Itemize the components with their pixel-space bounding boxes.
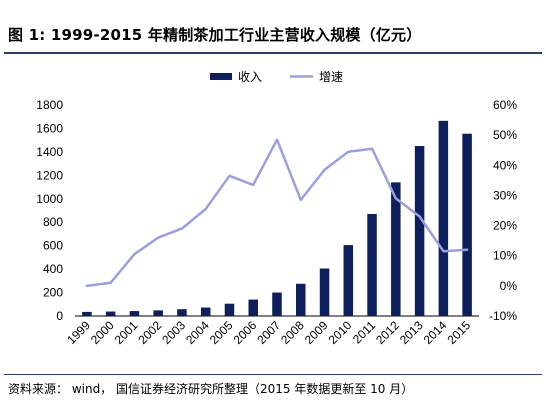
revenue-bar: [391, 182, 401, 316]
revenue-bar: [200, 307, 211, 316]
revenue-bar: [414, 146, 425, 316]
revenue-bar: [272, 292, 282, 316]
x-tick-label: 2000: [88, 318, 117, 347]
y-right-tick-label: 50%: [493, 128, 517, 142]
y-right-tick-label: 30%: [493, 188, 517, 202]
x-tick-labels: 1999200020012002200320042005200620072008…: [64, 318, 473, 347]
revenue-bar: [248, 299, 258, 316]
title-rule: [4, 52, 542, 54]
revenue-bar: [438, 120, 449, 316]
y-left-tick-label: 1800: [36, 98, 63, 112]
x-tick-label: 2006: [231, 318, 260, 347]
revenue-bar: [367, 214, 377, 316]
x-tick-label: 2003: [159, 318, 188, 347]
y-left-tick-label: 400: [43, 262, 63, 276]
source-note: 资料来源： wind， 国信证券经济研究所整理（2015 年数据更新至 10 月…: [8, 382, 414, 396]
y-right-tick-label: 60%: [493, 98, 517, 112]
x-tick-label: 1999: [64, 318, 93, 347]
revenue-bar: [462, 133, 472, 316]
revenue-growth-chart: 收入 增速 0 200 400 600 800 1000 1200 1400 1600 1800 -1…: [36, 70, 517, 347]
legend-label-revenue: 收入: [238, 70, 262, 84]
y-left-tick-label: 200: [43, 286, 63, 300]
y-left-tick-label: 1600: [36, 121, 63, 135]
y-left-tick-label: 0: [56, 309, 63, 323]
x-tick-label: 2008: [278, 318, 307, 347]
revenue-bars: [82, 120, 472, 316]
x-tick-label: 2011: [350, 318, 378, 346]
x-tick-label: 2015: [444, 318, 473, 347]
revenue-bar: [129, 311, 140, 316]
revenue-bar: [224, 303, 235, 316]
growth-line-layer: [85, 138, 469, 288]
x-tick-label: 2004: [183, 318, 212, 347]
legend-label-growth: 增速: [319, 70, 343, 84]
y-left-tick-label: 600: [43, 239, 63, 253]
x-tick-label: 2005: [207, 318, 236, 347]
revenue-bar: [343, 245, 354, 316]
y-left-tick-label: 1400: [36, 145, 63, 159]
legend-swatch-revenue: [210, 73, 232, 80]
y-right-tick-label: 20%: [493, 219, 517, 233]
axes: 0 200 400 600 800 1000 1200 1400 1600 1800 -10% 0% 1…: [36, 98, 517, 323]
revenue-bar: [177, 309, 187, 316]
legend: 收入 增速: [210, 70, 343, 84]
y-right-tick-label: 40%: [493, 158, 517, 172]
y-left-tick-label: 1200: [36, 168, 63, 182]
y-right-tick-label: 10%: [493, 249, 517, 263]
y-left-tick-label: 1000: [36, 192, 63, 206]
x-tick-label: 2013: [397, 318, 426, 347]
y-right-tick-label: -10%: [489, 309, 517, 323]
revenue-bar: [296, 283, 306, 316]
revenue-bar: [153, 310, 163, 316]
x-tick-label: 2009: [302, 318, 331, 347]
chart-title: 图 1: 1999-2015 年精制茶加工行业主营收入规模（亿元）: [8, 26, 422, 44]
x-tick-label: 2002: [136, 318, 165, 347]
y-right-tick-label: 0%: [500, 279, 518, 293]
x-tick-label: 2007: [254, 318, 283, 347]
revenue-bar: [82, 311, 92, 316]
revenue-bar: [319, 268, 330, 316]
x-tick-label: 2014: [421, 318, 450, 347]
footer-rule: [4, 374, 542, 375]
growth-line: [85, 138, 469, 288]
x-tick-label: 2012: [373, 318, 402, 347]
y-left-tick-label: 800: [43, 215, 63, 229]
revenue-bar: [105, 311, 116, 316]
x-tick-label: 2001: [112, 318, 141, 347]
x-tick-label: 2010: [326, 318, 355, 347]
